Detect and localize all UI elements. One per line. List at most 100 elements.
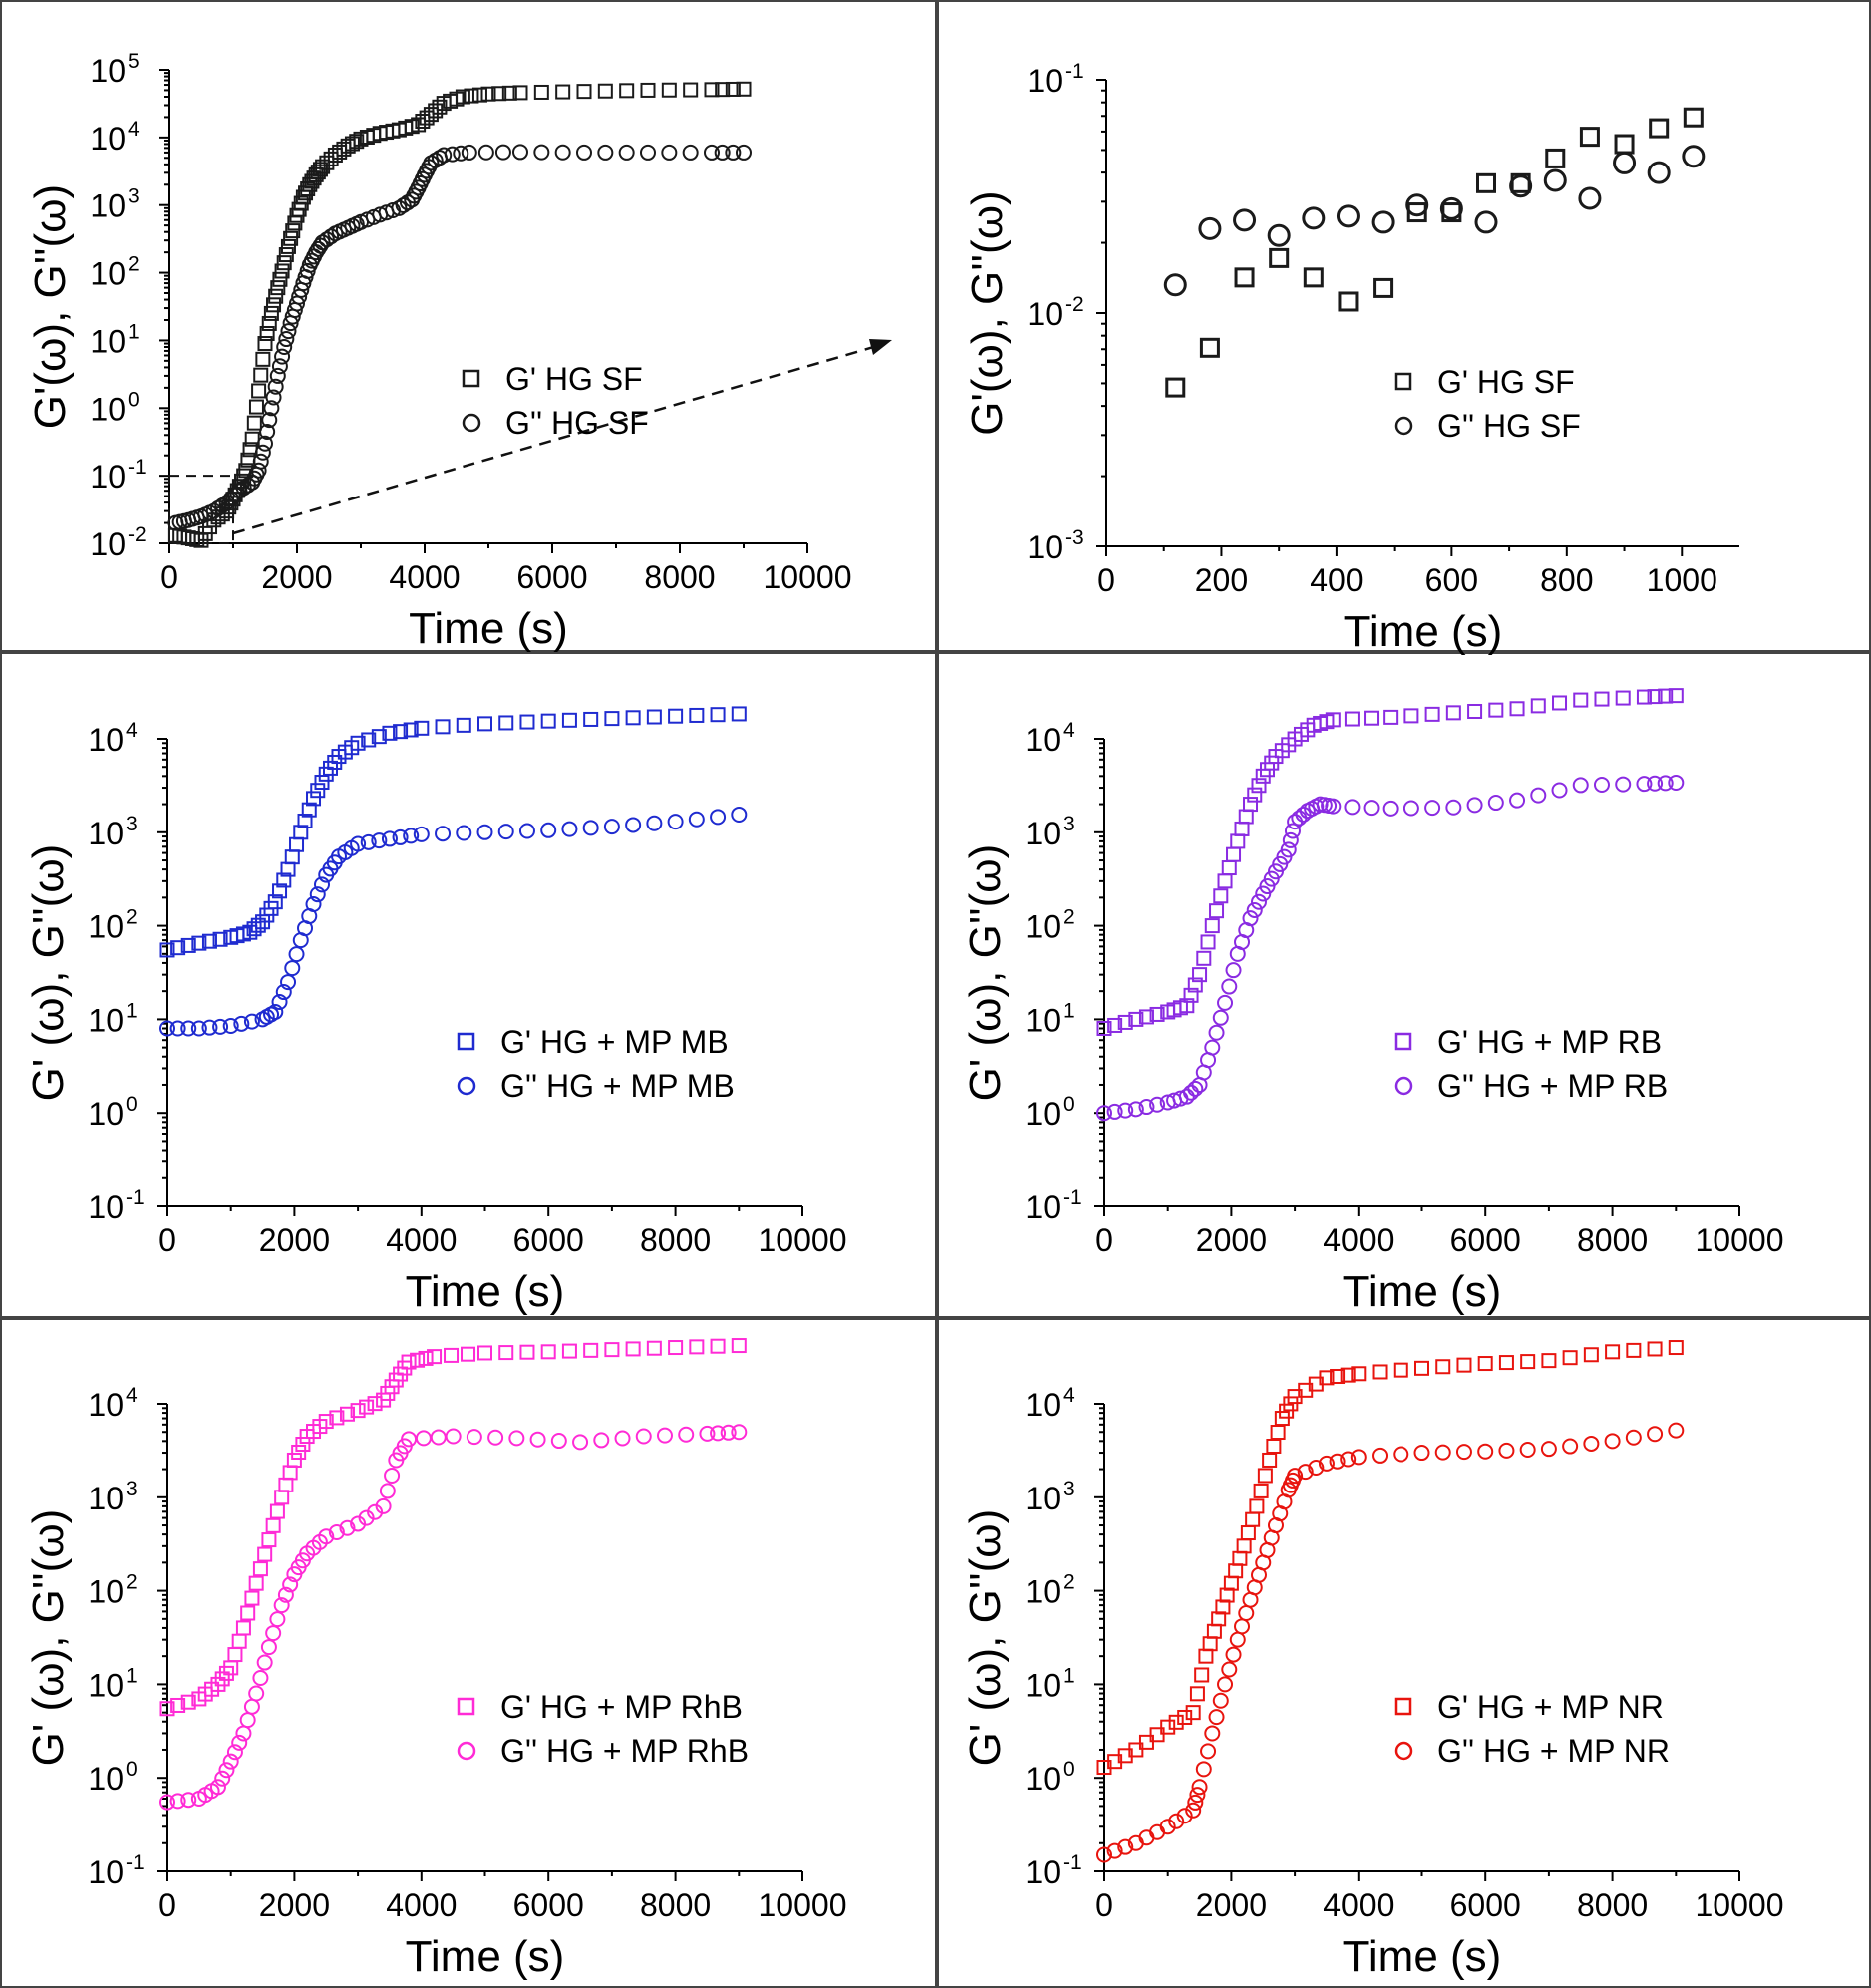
x-tick-label: 6000 — [1450, 1887, 1521, 1923]
data-point-circle — [1195, 1761, 1212, 1778]
panel-border — [0, 0, 937, 652]
data-point-square — [159, 942, 175, 958]
data-point-circle — [1217, 1676, 1234, 1693]
data-point-circle — [1200, 1743, 1217, 1760]
data-point-circle — [461, 144, 477, 161]
data-point-circle — [508, 1430, 525, 1447]
data-point-square — [280, 238, 296, 254]
data-point-circle — [1280, 841, 1297, 858]
data-point-circle — [278, 331, 295, 348]
data-point-circle — [1138, 1099, 1155, 1116]
data-point-circle — [1176, 1808, 1193, 1824]
data-point-circle — [328, 1523, 345, 1540]
y-tick-exponent: 2 — [1063, 906, 1075, 929]
data-point-square — [619, 83, 635, 99]
legend-marker-circle — [1394, 416, 1413, 436]
data-point-square — [1414, 1360, 1429, 1376]
data-point-square — [1573, 692, 1589, 708]
data-point-square — [282, 1465, 298, 1481]
y-tick-label: 10 — [88, 1667, 124, 1703]
data-point-square — [604, 1342, 620, 1358]
panel-border — [937, 652, 1871, 1318]
y-tick-label: 10 — [90, 256, 126, 292]
x-tick-label: 2000 — [1196, 1887, 1267, 1923]
series-gdoubleprime — [1163, 145, 1706, 297]
y-tick-label: 10 — [88, 909, 124, 945]
data-point-circle — [392, 828, 409, 845]
data-point-circle — [395, 196, 412, 213]
data-point-circle — [226, 1744, 243, 1761]
x-tick-label: 0 — [1097, 562, 1115, 598]
x-tick-label: 10000 — [1696, 1887, 1784, 1923]
data-point-circle — [533, 144, 550, 161]
data-point-square — [1165, 377, 1186, 398]
y-tick-exponent: 4 — [128, 118, 140, 141]
data-point-circle — [1149, 1096, 1166, 1113]
data-point-circle — [190, 1020, 207, 1037]
data-point-circle — [381, 830, 398, 847]
y-tick-label: 10 — [1027, 296, 1063, 332]
x-tick-label: 8000 — [644, 559, 715, 595]
data-point-square — [1477, 1356, 1493, 1372]
series-gprime — [167, 81, 752, 548]
x-tick-label: 2000 — [261, 559, 332, 595]
data-point-square — [1319, 1370, 1335, 1386]
data-point-square — [272, 883, 288, 899]
data-point-square — [1594, 691, 1610, 707]
data-point-square — [1202, 1636, 1218, 1652]
data-point-circle — [1336, 204, 1360, 228]
data-point-circle — [282, 1576, 299, 1593]
data-point-square — [250, 917, 266, 933]
y-tick-label: 10 — [1025, 1002, 1061, 1038]
data-point-circle — [1225, 962, 1242, 979]
data-point-square — [1562, 1350, 1578, 1366]
data-point-circle — [1127, 1101, 1144, 1118]
y-tick-label: 10 — [1025, 1854, 1061, 1890]
data-point-square — [329, 1410, 345, 1426]
data-point-square — [1251, 778, 1267, 794]
data-point-square — [519, 714, 535, 730]
data-point-square — [1230, 833, 1246, 849]
data-point-circle — [222, 1018, 239, 1035]
data-point-square — [456, 717, 471, 733]
data-point-square — [1605, 1344, 1621, 1360]
y-tick-exponent: 0 — [126, 1093, 138, 1116]
series-gdoubleprime — [1096, 774, 1685, 1122]
x-tick-label: 10000 — [759, 1222, 847, 1258]
data-point-square — [1160, 1719, 1176, 1735]
data-point-square — [1138, 1734, 1154, 1750]
y-tick-label: 10 — [88, 1002, 124, 1038]
data-point-circle — [1439, 196, 1463, 220]
data-point-circle — [445, 1428, 462, 1445]
x-tick-label: 6000 — [516, 559, 587, 595]
data-point-square — [418, 1350, 434, 1366]
data-point-square — [1424, 706, 1440, 722]
data-point-square — [597, 83, 613, 99]
y-tick-label: 10 — [1025, 816, 1061, 851]
data-point-circle — [260, 1639, 277, 1656]
data-point-circle — [1682, 145, 1706, 168]
data-point-circle — [1191, 1779, 1208, 1796]
data-point-circle — [273, 1597, 290, 1614]
data-point-square — [301, 802, 317, 818]
data-point-circle — [435, 826, 452, 842]
data-point-circle — [169, 1020, 186, 1037]
data-point-circle — [1647, 161, 1671, 184]
data-point-square — [191, 935, 207, 951]
x-axis-title: Time (s) — [1344, 607, 1503, 656]
data-point-circle — [271, 994, 288, 1011]
y-tick-exponent: 3 — [126, 1478, 138, 1500]
data-point-circle — [550, 1433, 567, 1450]
x-axis-title: Time (s) — [406, 1932, 565, 1981]
series-gdoubleprime — [1096, 1422, 1685, 1863]
data-point-square — [1270, 1425, 1286, 1441]
data-point-square — [159, 1701, 175, 1717]
x-tick-label: 2000 — [259, 1887, 330, 1923]
data-point-circle — [1434, 1444, 1451, 1461]
data-point-square — [689, 707, 705, 723]
data-point-circle — [350, 835, 367, 852]
data-point-square — [561, 712, 577, 728]
data-point-square — [367, 1396, 383, 1412]
data-point-square — [1262, 1452, 1278, 1468]
data-point-square — [683, 82, 699, 98]
